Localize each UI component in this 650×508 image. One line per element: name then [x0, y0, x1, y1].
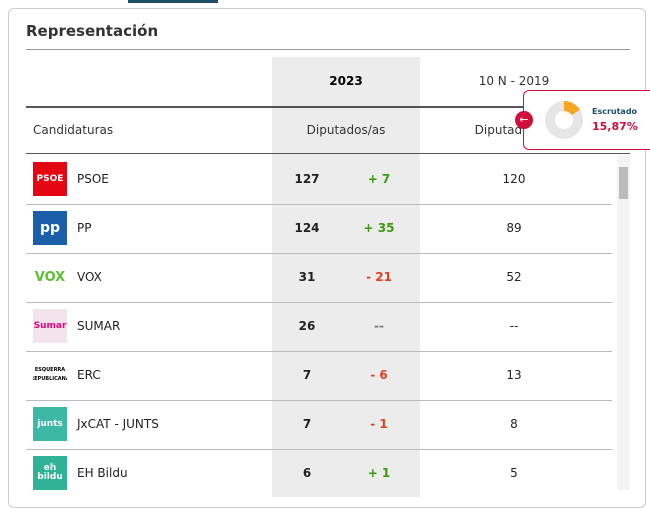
- divider: [26, 49, 630, 50]
- popup: Escrutado 15,87%: [523, 90, 650, 150]
- table-row: eh bildu EH Bildu 6 + 1 5: [26, 449, 612, 490]
- scrollbar[interactable]: [617, 155, 630, 490]
- seats: 7: [302, 368, 312, 382]
- seat-change: --: [374, 319, 384, 333]
- scroll-thumb[interactable]: [619, 167, 628, 199]
- seats: 6: [302, 466, 312, 480]
- highlight-column: [272, 57, 420, 497]
- seats: 127: [294, 172, 320, 186]
- seats: 124: [294, 221, 320, 235]
- party-logo: junts: [33, 407, 67, 441]
- seats-previous: --: [509, 319, 519, 333]
- party-name: PP: [77, 221, 92, 235]
- party-logo: PSOE: [33, 162, 67, 196]
- popup-value: 15,87%: [592, 120, 638, 133]
- column-header: 10 N - 2019: [478, 74, 550, 88]
- popup-label: Escrutado: [592, 107, 638, 116]
- party-logo: pp: [33, 211, 67, 245]
- party-name: ERC: [77, 368, 101, 382]
- party-logo: eh bildu: [33, 456, 67, 490]
- seats-previous: 120: [502, 172, 526, 186]
- party-name: SUMAR: [77, 319, 121, 333]
- donut-slice: [563, 101, 580, 116]
- table-body: PSOE PSOE 127 + 7 120 pp PP 124 + 35 89 VOX VOX 31 - …: [26, 155, 618, 490]
- seat-change: + 1: [367, 466, 391, 480]
- divider: [26, 153, 630, 154]
- seats-previous: 89: [506, 221, 522, 235]
- seat-change: - 1: [370, 417, 388, 431]
- party-name: EH Bildu: [77, 466, 128, 480]
- donut: [545, 101, 583, 139]
- column-header: Diputados/as: [306, 123, 386, 137]
- title: Representación: [26, 22, 159, 40]
- party-name: VOX: [77, 270, 102, 284]
- seats: 7: [302, 417, 312, 431]
- seats-previous: 52: [506, 270, 522, 284]
- party-logo: Sumar: [33, 309, 67, 343]
- table-row: ESQUERRA REPUBLICANA ERC 7 - 6 13: [26, 351, 612, 401]
- seats-previous: 8: [510, 417, 518, 431]
- party-name: PSOE: [77, 172, 109, 186]
- table-row: Sumar SUMAR 26 -- --: [26, 302, 612, 352]
- table-row: PSOE PSOE 127 + 7 120: [26, 155, 612, 205]
- column-header: Candidaturas: [33, 123, 114, 137]
- tab-indicator: [128, 0, 218, 3]
- divider: [26, 106, 630, 108]
- seat-change: - 6: [370, 368, 388, 382]
- column-header: 2023: [329, 74, 363, 88]
- party-logo: VOX: [33, 260, 67, 294]
- seats: 26: [298, 319, 316, 333]
- table-row: VOX VOX 31 - 21 52: [26, 253, 612, 303]
- seats-previous: 13: [506, 368, 522, 382]
- seat-change: - 21: [366, 270, 392, 284]
- seat-change: + 35: [363, 221, 395, 235]
- party-name: JxCAT - JUNTS: [77, 417, 159, 431]
- table-row: pp PP 124 + 35 89: [26, 204, 612, 254]
- party-logo: ESQUERRA REPUBLICANA: [33, 358, 67, 392]
- table-row: junts JxCAT - JUNTS 7 - 1 8: [26, 400, 612, 450]
- collapse-button[interactable]: ←: [515, 111, 533, 129]
- seats-previous: 5: [510, 466, 518, 480]
- seats: 31: [298, 270, 316, 284]
- seat-change: + 7: [367, 172, 391, 186]
